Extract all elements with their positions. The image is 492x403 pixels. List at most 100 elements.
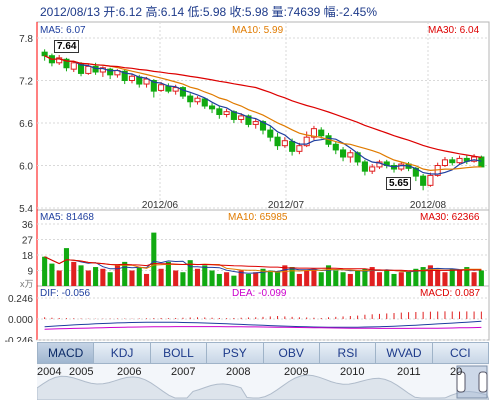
volume-bar — [194, 268, 201, 286]
volume-bar — [187, 260, 193, 286]
volume-bar — [49, 263, 55, 286]
volume-bar — [362, 268, 368, 286]
volume-bar — [464, 267, 470, 286]
timeline-navigator[interactable]: 2004 2005 2006 2007 2008 2009 2010 2011 … — [36, 364, 490, 401]
volume-bar — [478, 270, 484, 286]
high-value: 6.14 — [160, 5, 185, 19]
volume-bar — [238, 270, 244, 286]
volume-bar — [216, 273, 222, 286]
volume-bar — [347, 273, 353, 286]
candle-body — [165, 85, 172, 92]
candle-body — [223, 111, 230, 115]
volume-bar — [275, 272, 281, 286]
candle-body — [92, 65, 99, 73]
close-value: 5.98 — [244, 5, 269, 19]
ma5-line — [44, 55, 482, 175]
volume-bar — [282, 265, 288, 286]
tab-psy[interactable]: PSY — [207, 342, 264, 364]
volume-bar — [151, 232, 157, 286]
timeline-year: 2006 — [117, 366, 142, 378]
change-value: -2.45% — [339, 5, 378, 19]
candle-body — [252, 121, 259, 125]
candle-body — [259, 121, 267, 131]
volume-y-tick: 36 — [22, 220, 34, 231]
volume-bar — [267, 270, 273, 286]
volume-bar — [71, 261, 77, 286]
timeline-left-grip[interactable] — [456, 371, 466, 393]
tab-cci[interactable]: CCI — [432, 342, 489, 364]
volume-bar — [122, 261, 128, 286]
volume-y-tick: 18 — [22, 251, 34, 262]
candle-body — [107, 68, 114, 76]
volume-bar — [289, 267, 295, 286]
macd-dif-line — [44, 320, 482, 328]
tab-kdj[interactable]: KDJ — [94, 342, 151, 364]
volume-bar — [173, 270, 179, 286]
candle-body — [369, 166, 376, 172]
volume-bar — [63, 248, 70, 286]
volume-label: 量: — [271, 5, 287, 19]
price-x-tick: 2012/08 — [410, 200, 447, 211]
timeline-year: 2007 — [171, 366, 196, 378]
volume-bar — [245, 273, 251, 286]
tab-wvad[interactable]: WVAD — [376, 342, 433, 364]
candle-body — [150, 80, 157, 92]
volume-bar — [42, 256, 48, 286]
macd-y-tick: 0.000 — [8, 315, 33, 326]
timeline-year: 2008 — [226, 366, 251, 378]
volume-bar — [180, 272, 186, 286]
tab-rsi[interactable]: RSI — [319, 342, 377, 364]
volume-bar — [304, 270, 310, 286]
candle-body — [41, 51, 48, 57]
macd-dif-label: DIF: -0.056 — [40, 288, 91, 299]
timeline-year: 2011 — [397, 366, 421, 378]
volume-ma30-line — [44, 256, 482, 272]
price-ma10-label: MA10: 5.99 — [232, 25, 284, 36]
candle-body — [449, 159, 456, 164]
volume-bar — [56, 270, 62, 286]
tab-obv[interactable]: OBV — [263, 342, 320, 364]
volume-bar — [260, 268, 266, 286]
volume-bar — [391, 273, 397, 286]
candle-body — [201, 98, 208, 107]
volume-bar — [333, 270, 339, 286]
volume-bar — [100, 268, 106, 286]
volume-bar — [449, 268, 455, 286]
volume-bar — [442, 272, 448, 286]
timeline-right-grip[interactable] — [478, 371, 488, 393]
candle-body — [332, 143, 339, 151]
close-label: 收: — [229, 5, 245, 19]
candle-body — [310, 128, 317, 138]
volume-bar — [107, 272, 113, 286]
price-y-tick: 7.8 — [19, 34, 33, 45]
price-ma30-label: MA30: 6.04 — [428, 25, 480, 36]
volume-bar — [355, 270, 361, 286]
candle-body — [194, 97, 201, 103]
volume-bar — [376, 272, 383, 286]
candle-body — [296, 145, 303, 152]
volume-ma30-label: MA30: 62366 — [420, 212, 480, 223]
volume-bar — [435, 270, 441, 286]
candle-body — [267, 129, 274, 138]
candle-body — [187, 95, 194, 103]
volume-y-tick: 9 — [27, 267, 33, 278]
tab-boll[interactable]: BOLL — [150, 342, 208, 364]
ma10-line — [44, 55, 482, 172]
volume-bar — [129, 270, 135, 286]
candle-body — [478, 156, 485, 168]
tab-macd[interactable]: MACD — [37, 342, 95, 364]
open-label: 开: — [103, 5, 119, 19]
high-label: 高: — [145, 5, 161, 19]
candle-body — [143, 78, 150, 85]
indicator-tabs: MACD KDJ BOLL PSY OBV RSI WVAD CCI — [37, 342, 489, 364]
macd-dea-line — [44, 326, 482, 330]
macd-y-tick: 0.246 — [8, 294, 33, 305]
candle-body — [216, 108, 223, 116]
volume-bar — [224, 272, 230, 286]
candle-body — [274, 136, 281, 147]
candle-body — [63, 58, 70, 69]
volume-bar — [311, 268, 317, 286]
volume-bar — [85, 270, 91, 286]
volume-value: 74639 — [286, 5, 321, 19]
